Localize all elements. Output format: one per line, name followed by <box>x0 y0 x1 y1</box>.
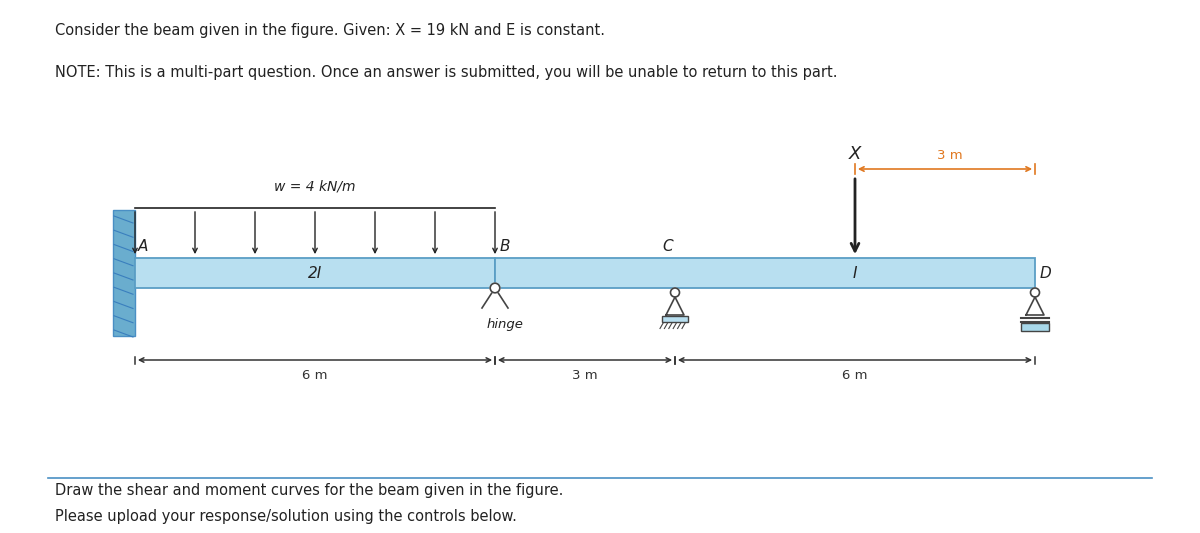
Bar <box>1021 322 1049 330</box>
Text: w = 4 kN/m: w = 4 kN/m <box>275 180 355 194</box>
Text: 3 m: 3 m <box>572 369 598 382</box>
Circle shape <box>671 288 679 297</box>
Text: D: D <box>1040 265 1051 280</box>
Text: 6 m: 6 m <box>302 369 328 382</box>
Polygon shape <box>1026 297 1044 315</box>
Text: 3 m: 3 m <box>937 149 962 162</box>
Circle shape <box>1031 288 1039 297</box>
Circle shape <box>490 283 499 293</box>
Text: Draw the shear and moment curves for the beam given in the figure.: Draw the shear and moment curves for the… <box>55 483 563 498</box>
Text: hinge: hinge <box>486 318 523 331</box>
Text: NOTE: This is a multi-part question. Once an answer is submitted, you will be un: NOTE: This is a multi-part question. Onc… <box>55 65 838 80</box>
Text: Consider the beam given in the figure. Given: X = 19 kN and E is constant.: Consider the beam given in the figure. G… <box>55 23 605 38</box>
Text: 2I: 2I <box>308 265 322 280</box>
Text: B: B <box>500 239 510 254</box>
Text: I: I <box>853 265 857 280</box>
Bar <box>113 210 134 336</box>
Text: Please upload your response/solution using the controls below.: Please upload your response/solution usi… <box>55 509 517 524</box>
Text: A: A <box>138 239 149 254</box>
Bar <box>494 258 1034 288</box>
Text: X: X <box>848 145 862 163</box>
Text: C: C <box>662 239 673 254</box>
Polygon shape <box>666 297 684 315</box>
Text: 6 m: 6 m <box>842 369 868 382</box>
Bar <box>134 258 494 288</box>
Bar <box>662 316 688 321</box>
